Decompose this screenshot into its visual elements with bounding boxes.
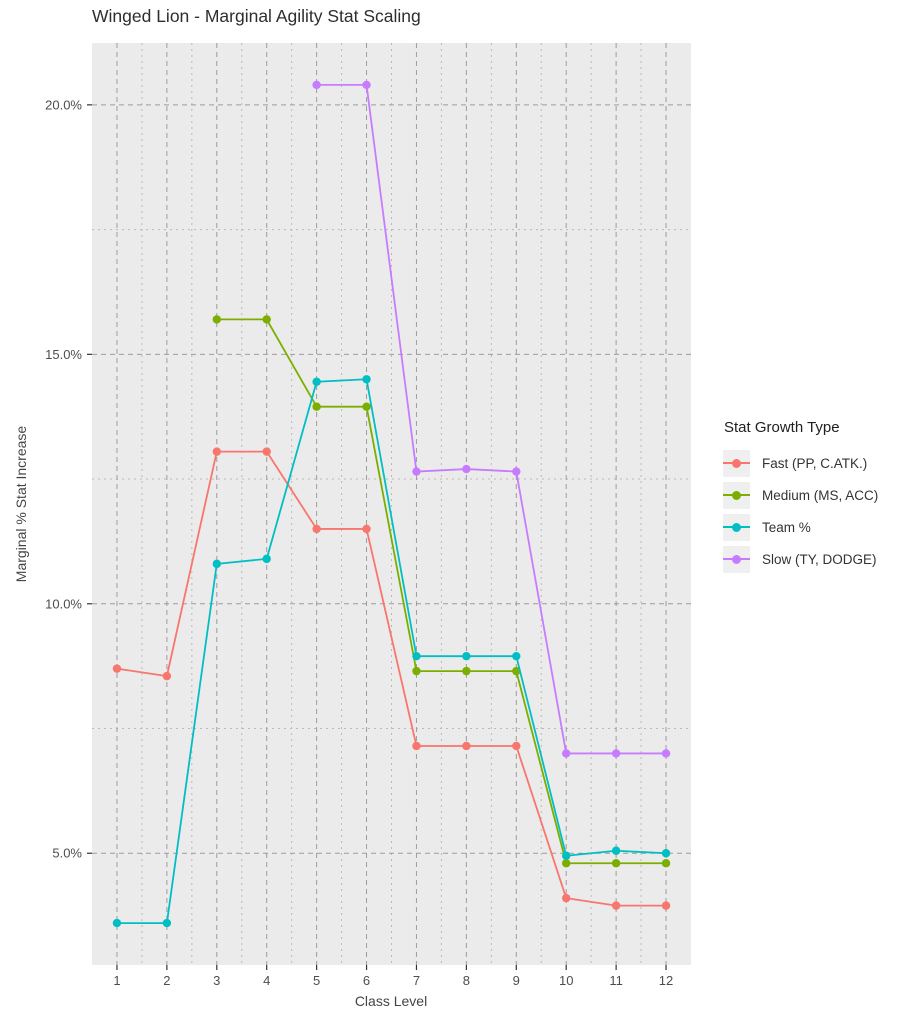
data-point <box>562 859 571 868</box>
series-line <box>116 450 667 907</box>
x-tick-label: 6 <box>363 973 370 988</box>
legend-label-team: Team % <box>762 519 811 535</box>
x-tick-labels: 1 2 3 4 5 6 7 8 9 10 11 12 <box>113 973 673 988</box>
data-point <box>362 80 371 90</box>
data-point <box>212 559 221 569</box>
data-point <box>611 901 621 910</box>
series-line <box>315 84 667 755</box>
x-tick-label: 11 <box>609 973 623 988</box>
x-axis-label: Class Level <box>354 993 428 1009</box>
y-tick-label: 20.0% <box>45 97 82 112</box>
legend-dot-icon <box>732 458 741 468</box>
chart-title: Winged Lion - Marginal Agility Stat Scal… <box>92 6 421 26</box>
data-point <box>162 918 172 928</box>
data-point <box>112 664 122 673</box>
legend-title: Stat Growth Type <box>724 419 840 436</box>
legend-label-fast: Fast (PP, C.ATK.) <box>762 455 868 471</box>
x-tick-label: 5 <box>313 973 320 988</box>
y-tick-label: 5.0% <box>52 846 82 861</box>
data-point <box>412 651 421 661</box>
data-point <box>512 741 521 751</box>
data-point <box>611 859 621 868</box>
data-point <box>512 467 521 476</box>
legend-dot-icon <box>732 554 741 564</box>
data-point <box>212 447 221 456</box>
x-tick-label: 12 <box>659 973 673 988</box>
data-point <box>312 80 321 90</box>
data-point <box>661 901 671 910</box>
data-point <box>412 741 421 751</box>
data-point <box>162 671 172 681</box>
legend-item-medium: Medium (MS, ACC) <box>723 479 878 511</box>
series-line <box>116 378 667 924</box>
x-tick-label: 8 <box>463 973 470 988</box>
legend-dot-icon <box>732 490 741 500</box>
data-point <box>611 749 621 758</box>
data-point <box>661 859 671 868</box>
x-tick-label: 9 <box>513 973 520 988</box>
data-point <box>512 666 521 676</box>
data-point <box>462 651 471 661</box>
data-point <box>262 315 271 324</box>
series-line <box>215 318 667 865</box>
legend-key-team-icon <box>723 513 750 541</box>
data-point <box>312 524 321 534</box>
data-point <box>412 467 421 476</box>
data-point <box>462 741 471 751</box>
data-point <box>562 893 571 903</box>
legend-label-slow: Slow (TY, DODGE) <box>762 551 877 567</box>
data-point <box>312 402 321 411</box>
x-tick-label: 3 <box>213 973 220 988</box>
legend: Stat Growth Type Fast (PP, C.ATK.) Mediu… <box>723 419 878 575</box>
series-fast <box>112 447 671 910</box>
data-point <box>262 447 271 456</box>
data-point <box>562 851 571 860</box>
y-tick-labels: 5.0% 10.0% 15.0% 20.0% <box>45 97 82 860</box>
legend-item-slow: Slow (TY, DODGE) <box>723 543 878 575</box>
series-team <box>112 375 671 928</box>
legend-key-fast-icon <box>723 449 750 477</box>
series-medium <box>212 315 671 868</box>
legend-item-team: Team % <box>723 511 878 543</box>
x-tick-label: 1 <box>113 973 120 988</box>
data-point <box>412 666 421 676</box>
legend-key-slow-icon <box>723 545 750 573</box>
y-tick-label: 10.0% <box>45 596 82 611</box>
x-tick-label: 2 <box>163 973 170 988</box>
gridlines-minor <box>92 43 691 965</box>
data-point <box>362 402 371 411</box>
gridlines-major <box>92 43 691 965</box>
y-tick-label: 15.0% <box>45 347 82 362</box>
data-point <box>562 749 571 758</box>
legend-label-medium: Medium (MS, ACC) <box>762 487 879 503</box>
legend-key-medium-icon <box>723 481 750 509</box>
x-tick-label: 10 <box>559 973 573 988</box>
data-point <box>462 464 471 474</box>
data-point <box>462 666 471 676</box>
x-tick-label: 7 <box>413 973 420 988</box>
x-tick-label: 4 <box>263 973 270 988</box>
data-point <box>212 315 221 324</box>
data-point <box>112 918 122 928</box>
data-point <box>312 377 321 386</box>
axis-ticks <box>87 104 667 970</box>
data-point <box>362 524 371 534</box>
data-point <box>362 375 371 384</box>
data-point <box>262 554 271 564</box>
legend-dot-icon <box>732 522 741 532</box>
series-slow <box>312 80 671 758</box>
legend-item-fast: Fast (PP, C.ATK.) <box>723 447 878 479</box>
data-point <box>661 749 671 758</box>
data-point <box>512 651 521 661</box>
data-point <box>611 846 621 855</box>
data-point <box>661 849 671 858</box>
